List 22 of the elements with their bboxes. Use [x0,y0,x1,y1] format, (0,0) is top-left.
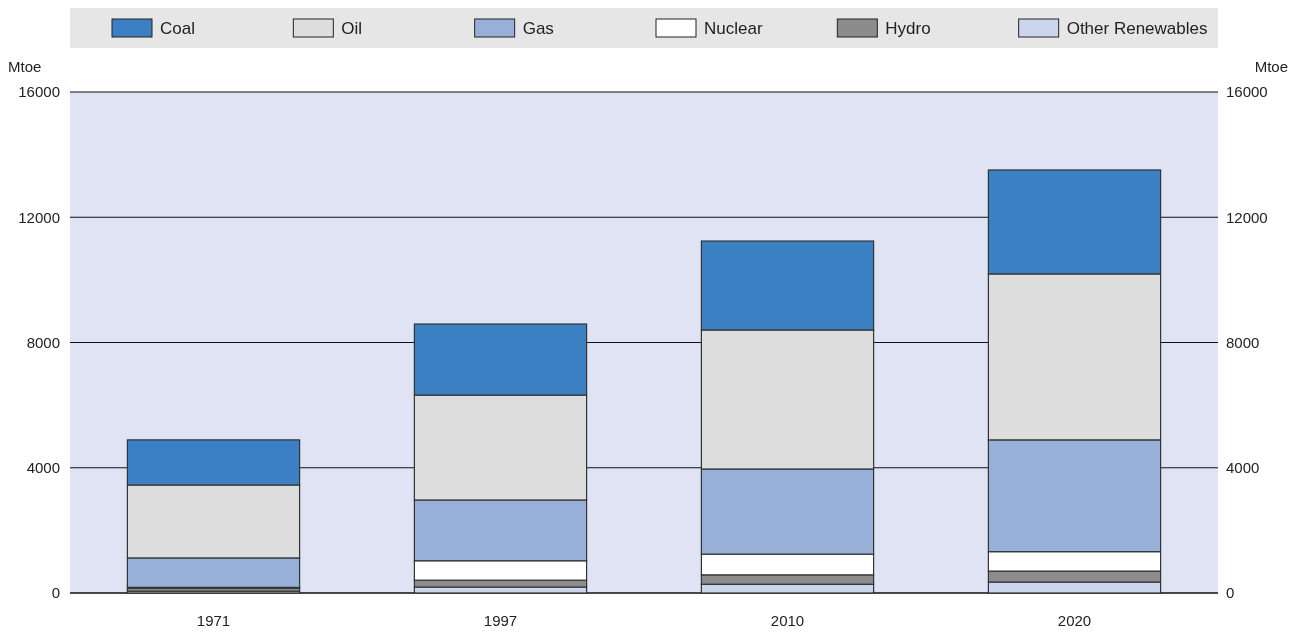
y-tick-label: 16000 [18,83,60,101]
x-tick-label: 1971 [196,612,231,629]
y-axis-title: Mtoe [8,58,42,75]
y2-tick-label: 12000 [1226,208,1268,226]
x-tick-label: 2020 [1057,612,1092,629]
legend-label: Oil [341,18,363,38]
y-tick-label: 4000 [26,459,60,476]
y2-tick-label: 16000 [1226,83,1268,101]
legend-label: Nuclear [704,18,763,38]
y2-tick-label: 4000 [1226,459,1260,476]
y-tick-label: 0 [51,584,60,602]
y-tick-label: 12000 [18,208,60,226]
y2-axis-title: Mtoe [1254,58,1288,75]
legend-label: Hydro [885,18,931,38]
x-tick-label: 1997 [483,612,518,629]
legend-label: Coal [160,18,195,38]
legend-label: Gas [522,18,554,38]
y2-tick-label: 0 [1226,584,1235,602]
y-tick-label: 8000 [26,333,60,351]
y2-tick-label: 8000 [1226,333,1260,351]
legend-label: Other Renewables [1066,18,1208,38]
x-tick-label: 2010 [770,612,805,629]
